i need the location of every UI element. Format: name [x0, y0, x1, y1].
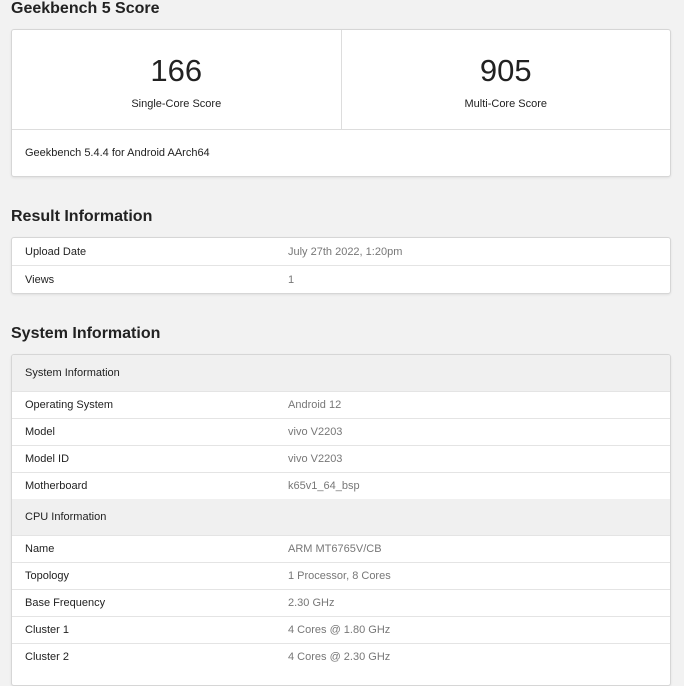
table-row: Model vivo V2203	[12, 418, 670, 445]
row-value: 1 Processor, 8 Cores	[288, 570, 391, 582]
row-label: Model ID	[25, 453, 70, 465]
row-value: 4 Cores @ 1.80 GHz	[288, 624, 391, 636]
row-label: Operating System	[25, 399, 114, 411]
row-label: Cluster 1	[25, 624, 70, 636]
row-value: ARM MT6765V/CB	[288, 543, 382, 555]
row-label: Model	[25, 426, 55, 438]
table-row: Motherboard k65v1_64_bsp	[12, 472, 670, 499]
row-value: July 27th 2022, 1:20pm	[288, 245, 403, 258]
single-core-score: 166 Single-Core Score	[12, 30, 341, 129]
row-label: Topology	[25, 570, 70, 582]
row-label: Motherboard	[25, 480, 88, 492]
system-info-table: System Information Operating System Androi…	[11, 354, 671, 686]
cpu-info-header: CPU Information	[12, 499, 670, 535]
table-row: Operating System Android 12	[12, 391, 670, 418]
row-value: vivo V2203	[288, 453, 343, 465]
table-row: Name ARM MT6765V/CB	[12, 535, 670, 562]
row-value: 4 Cores @ 2.30 GHz	[288, 651, 391, 663]
system-info-header: System Information	[12, 355, 670, 391]
row-value: k65v1_64_bsp	[288, 480, 360, 492]
single-core-label: Single-Core Score	[131, 98, 222, 110]
row-label: Views	[25, 273, 55, 286]
result-info-title: Result Information	[11, 208, 153, 225]
row-label: Name	[25, 543, 55, 555]
result-info-table: Upload Date July 27th 2022, 1:20pm Views 1	[11, 237, 671, 294]
table-row: Model ID vivo V2203	[12, 445, 670, 472]
table-row: Views 1	[12, 265, 670, 293]
table-row: Cluster 2 4 Cores @ 2.30 GHz	[12, 643, 670, 670]
version-text: Geekbench 5.4.4 for Android AArch64	[25, 147, 210, 159]
multi-core-label: Multi-Core Score	[464, 98, 548, 110]
row-label: Cluster 2	[25, 651, 70, 663]
row-value: vivo V2203	[288, 426, 343, 438]
table-row: Cluster 1 4 Cores @ 1.80 GHz	[12, 616, 670, 643]
score-card: 166 Single-Core Score 905 Multi-Core Sco…	[11, 29, 671, 177]
row-value: 1	[288, 273, 295, 286]
row-value: 2.30 GHz	[288, 597, 335, 609]
single-core-value: 166	[150, 53, 203, 88]
multi-core-score: 905 Multi-Core Score	[340, 30, 671, 129]
row-value: Android 12	[288, 399, 342, 411]
score-section-title: Geekbench 5 Score	[11, 0, 160, 17]
table-row: Topology 1 Processor, 8 Cores	[12, 562, 670, 589]
row-label: Upload Date	[25, 245, 87, 258]
multi-core-value: 905	[479, 53, 532, 88]
table-row: Base Frequency 2.30 GHz	[12, 589, 670, 616]
row-label: Base Frequency	[25, 597, 106, 609]
system-info-title: System Information	[11, 325, 161, 342]
table-row: Upload Date July 27th 2022, 1:20pm	[12, 238, 670, 265]
